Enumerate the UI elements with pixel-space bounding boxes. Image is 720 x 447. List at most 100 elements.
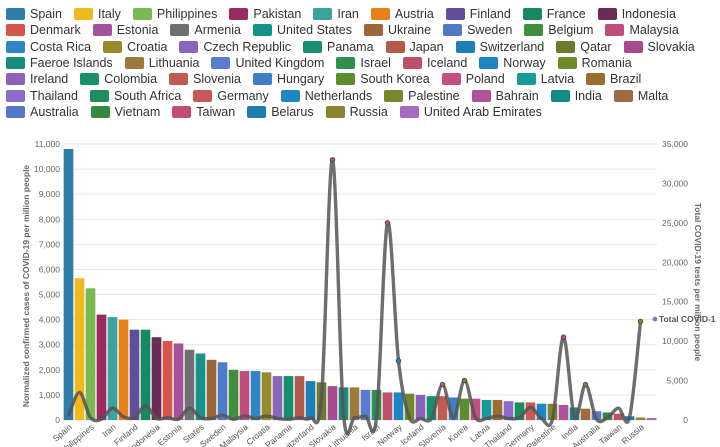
bar[interactable] xyxy=(525,402,536,420)
legend-item[interactable]: Finland xyxy=(445,6,511,22)
legend-item[interactable]: Croatia xyxy=(103,39,167,55)
tests-point[interactable] xyxy=(637,318,644,325)
tests-point[interactable] xyxy=(439,381,446,388)
bar[interactable] xyxy=(250,371,261,420)
legend-item[interactable]: Palestine xyxy=(384,88,460,104)
legend-item[interactable]: Panama xyxy=(302,39,374,55)
bar[interactable] xyxy=(415,394,426,420)
bar[interactable] xyxy=(349,387,360,420)
bar[interactable] xyxy=(470,398,481,420)
bar[interactable] xyxy=(261,372,272,420)
tests-point[interactable] xyxy=(582,381,589,388)
legend-item[interactable]: Sweden xyxy=(443,22,512,38)
legend-item[interactable]: Australia xyxy=(6,104,79,120)
legend-item[interactable]: Malta xyxy=(613,88,668,104)
bar[interactable] xyxy=(492,399,503,420)
legend-item[interactable]: India xyxy=(550,88,602,104)
bar[interactable] xyxy=(228,369,239,420)
legend-item[interactable]: Philippines xyxy=(132,6,217,22)
legend-item[interactable]: Norway xyxy=(479,55,546,71)
legend-item[interactable]: Lithuania xyxy=(124,55,199,71)
bar[interactable] xyxy=(140,329,151,420)
legend-item[interactable]: United Arab Emirates xyxy=(399,104,542,120)
legend-item[interactable]: Hungary xyxy=(253,71,324,87)
bar[interactable] xyxy=(646,417,657,420)
legend-item[interactable]: Ireland xyxy=(6,71,68,87)
bar[interactable] xyxy=(107,317,118,420)
bar[interactable] xyxy=(305,381,316,420)
legend-item[interactable]: United States xyxy=(252,22,352,38)
legend-item[interactable]: Armenia xyxy=(170,22,241,38)
bar[interactable] xyxy=(437,396,448,420)
legend-item[interactable]: Estonia xyxy=(92,22,158,38)
legend-item[interactable]: Malaysia xyxy=(605,22,679,38)
legend-item[interactable]: Latvia xyxy=(516,71,574,87)
bar[interactable] xyxy=(162,340,173,420)
bar[interactable] xyxy=(173,343,184,420)
legend-item[interactable]: Slovakia xyxy=(623,39,695,55)
bar[interactable] xyxy=(283,376,294,420)
tests-point[interactable] xyxy=(329,157,336,163)
legend-item[interactable]: Israel xyxy=(336,55,391,71)
bar[interactable] xyxy=(635,417,646,420)
legend-item[interactable]: Bahrain xyxy=(471,88,539,104)
legend-item[interactable]: South Africa xyxy=(89,88,181,104)
tests-point[interactable] xyxy=(384,220,391,226)
legend-item[interactable]: Austria xyxy=(370,6,434,22)
legend-item[interactable]: Denmark xyxy=(6,22,81,38)
legend-item[interactable]: Faeroe Islands xyxy=(6,55,113,71)
legend-item[interactable]: Germany xyxy=(193,88,269,104)
legend-item[interactable]: Iran xyxy=(313,6,359,22)
legend-item[interactable]: Belgium xyxy=(524,22,593,38)
legend-item[interactable]: Vietnam xyxy=(90,104,160,120)
bar[interactable] xyxy=(74,278,85,420)
legend-item[interactable]: Thailand xyxy=(6,88,78,104)
bar[interactable] xyxy=(151,337,162,420)
bar[interactable] xyxy=(85,288,96,420)
bar[interactable] xyxy=(426,396,437,420)
bar[interactable] xyxy=(459,398,470,420)
bar[interactable] xyxy=(481,399,492,420)
bar[interactable] xyxy=(327,386,338,420)
legend-item[interactable]: Switzerland xyxy=(455,39,544,55)
legend-item[interactable]: Qatar xyxy=(556,39,612,55)
legend-item[interactable]: Romania xyxy=(557,55,632,71)
bar[interactable] xyxy=(184,349,195,420)
bar[interactable] xyxy=(382,392,393,420)
legend-item[interactable]: Costa Rica xyxy=(6,39,91,55)
bar[interactable] xyxy=(294,376,305,420)
bar[interactable] xyxy=(514,402,525,420)
bar[interactable] xyxy=(558,404,569,420)
legend-item[interactable]: Indonesia xyxy=(597,6,676,22)
bar[interactable] xyxy=(613,413,624,420)
bar[interactable] xyxy=(63,149,74,420)
legend-item[interactable]: Italy xyxy=(73,6,121,22)
legend-item[interactable]: Ukraine xyxy=(364,22,431,38)
bar[interactable] xyxy=(503,401,514,420)
tests-point[interactable] xyxy=(461,377,468,384)
bar[interactable] xyxy=(217,362,228,420)
legend-item[interactable]: Iceland xyxy=(402,55,467,71)
bar[interactable] xyxy=(360,389,371,420)
bar[interactable] xyxy=(580,408,591,420)
bar[interactable] xyxy=(404,393,415,420)
legend-item[interactable]: Netherlands xyxy=(280,88,372,104)
bar[interactable] xyxy=(536,403,547,420)
legend-item[interactable]: Brazil xyxy=(586,71,641,87)
bar[interactable] xyxy=(393,392,404,420)
legend-item[interactable]: Japan xyxy=(385,39,444,55)
bar[interactable] xyxy=(206,359,217,420)
legend-item[interactable]: United Kingdom xyxy=(211,55,324,71)
legend-item[interactable]: Czech Republic xyxy=(179,39,291,55)
legend-item[interactable]: France xyxy=(522,6,586,22)
legend-item[interactable]: Pakistan xyxy=(229,6,301,22)
bar[interactable] xyxy=(129,329,140,420)
bar[interactable] xyxy=(448,397,459,420)
bar[interactable] xyxy=(96,314,107,420)
legend-item[interactable]: Taiwan xyxy=(172,104,235,120)
legend-item[interactable]: Slovenia xyxy=(169,71,241,87)
bar[interactable] xyxy=(272,376,283,420)
legend-item[interactable]: Poland xyxy=(441,71,505,87)
tests-point[interactable] xyxy=(395,358,402,364)
legend-item[interactable]: South Korea xyxy=(336,71,430,87)
